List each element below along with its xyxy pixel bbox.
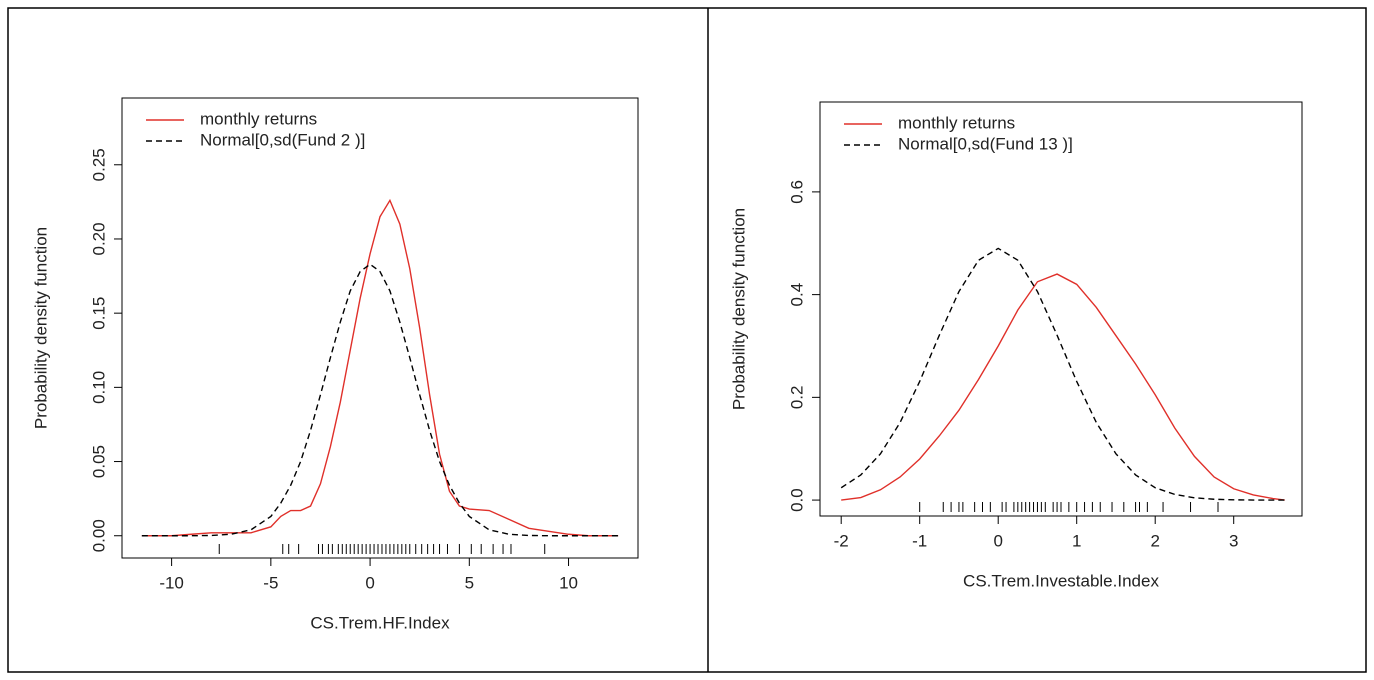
y-tick-label: 0.10 [89,371,108,404]
x-tick-label: 2 [1150,531,1159,550]
plot-box [819,101,1303,517]
x-axis-label: CS.Trem.Investable.Index [963,571,1159,590]
y-tick-label: 0.05 [89,445,108,478]
density-line [840,247,1285,501]
y-tick-label: 0.25 [89,148,108,181]
y-tick-label: 0.4 [787,283,806,307]
y-axis-label: Probability density function [729,208,748,410]
legend-label: monthly returns [898,113,1015,132]
legend-label: Normal[0,sd(Fund 2 )] [200,130,365,149]
x-tick-label: 0 [993,531,1002,550]
plot-box [121,97,639,559]
y-axis-label: Probability density function [31,227,50,429]
density-line [141,198,619,537]
y-tick-label: 0.0 [787,488,806,512]
y-tick-label: 0.20 [89,222,108,255]
x-tick-label: 10 [559,573,578,592]
x-tick-label: -2 [834,531,849,550]
y-tick-label: 0.00 [89,519,108,552]
x-tick-label: 0 [365,573,374,592]
legend-label: Normal[0,sd(Fund 13 )] [898,134,1073,153]
x-axis-label: CS.Trem.HF.Index [310,613,450,632]
panel-frame [7,7,1367,673]
y-tick-label: 0.6 [787,180,806,204]
x-tick-label: -1 [912,531,927,550]
y-tick-label: 0.2 [787,386,806,410]
x-tick-label: 3 [1229,531,1238,550]
density-line [841,273,1285,501]
legend-label: monthly returns [200,109,317,128]
x-tick-label: -5 [263,573,278,592]
x-tick-label: 1 [1072,531,1081,550]
x-tick-label: -10 [159,573,184,592]
density-line [141,263,619,537]
x-tick-label: 5 [465,573,474,592]
y-tick-label: 0.15 [89,297,108,330]
